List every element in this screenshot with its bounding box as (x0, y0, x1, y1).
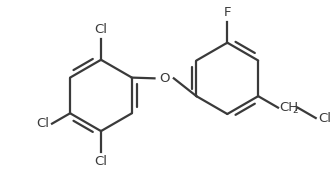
Text: O: O (159, 72, 169, 85)
Text: CH: CH (280, 101, 299, 114)
Text: Cl: Cl (36, 117, 49, 130)
Text: Cl: Cl (319, 112, 332, 124)
Text: 2: 2 (293, 106, 298, 115)
Text: F: F (223, 6, 231, 19)
Text: Cl: Cl (94, 23, 108, 36)
Text: Cl: Cl (94, 155, 108, 168)
